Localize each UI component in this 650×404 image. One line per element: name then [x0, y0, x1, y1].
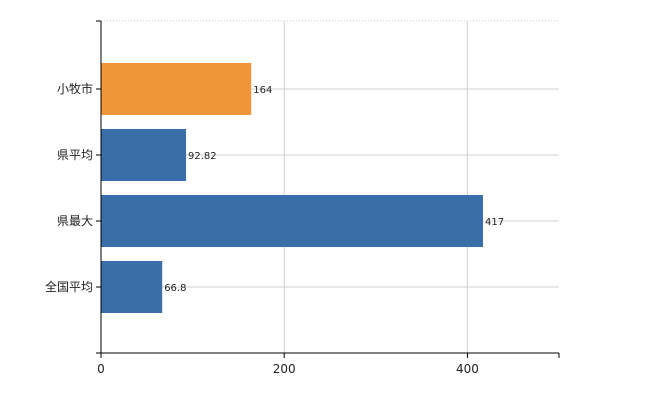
bar-3	[101, 261, 163, 313]
data-label-0: 164	[253, 85, 272, 96]
x-tick-label-200: 200	[273, 362, 296, 376]
data-label-3: 66.8	[164, 283, 186, 294]
bar-2	[101, 195, 483, 247]
y-tick-label-3: 全国平均	[45, 279, 93, 294]
bar-1	[101, 129, 187, 181]
bar-0	[101, 63, 252, 115]
data-label-2: 417	[485, 217, 504, 228]
y-tick-label-2: 県最大	[57, 214, 93, 228]
data-label-1: 92.82	[188, 151, 217, 162]
x-tick-label-400: 400	[456, 362, 479, 376]
bar-layer	[101, 63, 483, 313]
y-tick-label-0: 小牧市	[57, 81, 93, 96]
y-tick-label-1: 県平均	[57, 148, 93, 162]
x-tick-label-0: 0	[97, 362, 105, 376]
axis-layer	[96, 20, 560, 358]
